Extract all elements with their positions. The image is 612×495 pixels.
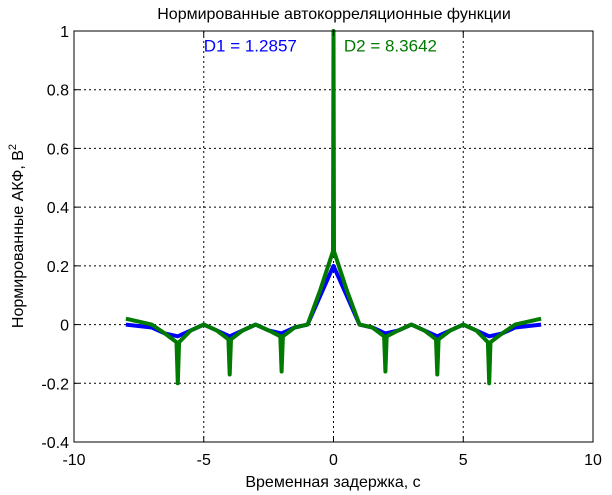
y-axis-label-text: Нормированные АКФ, В <box>10 150 27 328</box>
y-axis-label-superscript: 2 <box>7 144 19 150</box>
x-tick-label: 5 <box>459 452 468 469</box>
y-tick-label: 0.6 <box>47 141 69 158</box>
chart-title: Нормированные автокорреляционные функции <box>157 6 511 23</box>
y-tick-label: -0.4 <box>41 435 69 452</box>
y-tick-label: -0.2 <box>41 376 69 393</box>
x-axis-label: Временная задержка, с <box>245 474 420 491</box>
annotation-d2: D2 = 8.3642 <box>344 37 437 56</box>
y-tick-label: 1 <box>60 24 69 41</box>
y-tick-label: 0.2 <box>47 259 69 276</box>
y-axis-label: Нормированные АКФ, В2 <box>7 144 27 328</box>
x-tick-label: 10 <box>584 452 602 469</box>
ticks: -10 -5 0 5 10 -0.4 -0.2 0 0.2 0.4 0.6 0.8 1 <box>41 24 602 469</box>
y-tick-label: 0.4 <box>47 200 69 217</box>
annotations: D1 = 1.2857 D2 = 8.3642 <box>204 37 437 56</box>
x-tick-label: -5 <box>197 452 211 469</box>
series-layer <box>125 29 542 386</box>
series-line-2 <box>125 29 542 386</box>
y-tick-label: 0.8 <box>47 83 69 100</box>
annotation-d1: D1 = 1.2857 <box>204 37 297 56</box>
x-tick-label: -10 <box>62 452 85 469</box>
x-tick-label: 0 <box>329 452 338 469</box>
y-tick-label: 0 <box>60 318 69 335</box>
